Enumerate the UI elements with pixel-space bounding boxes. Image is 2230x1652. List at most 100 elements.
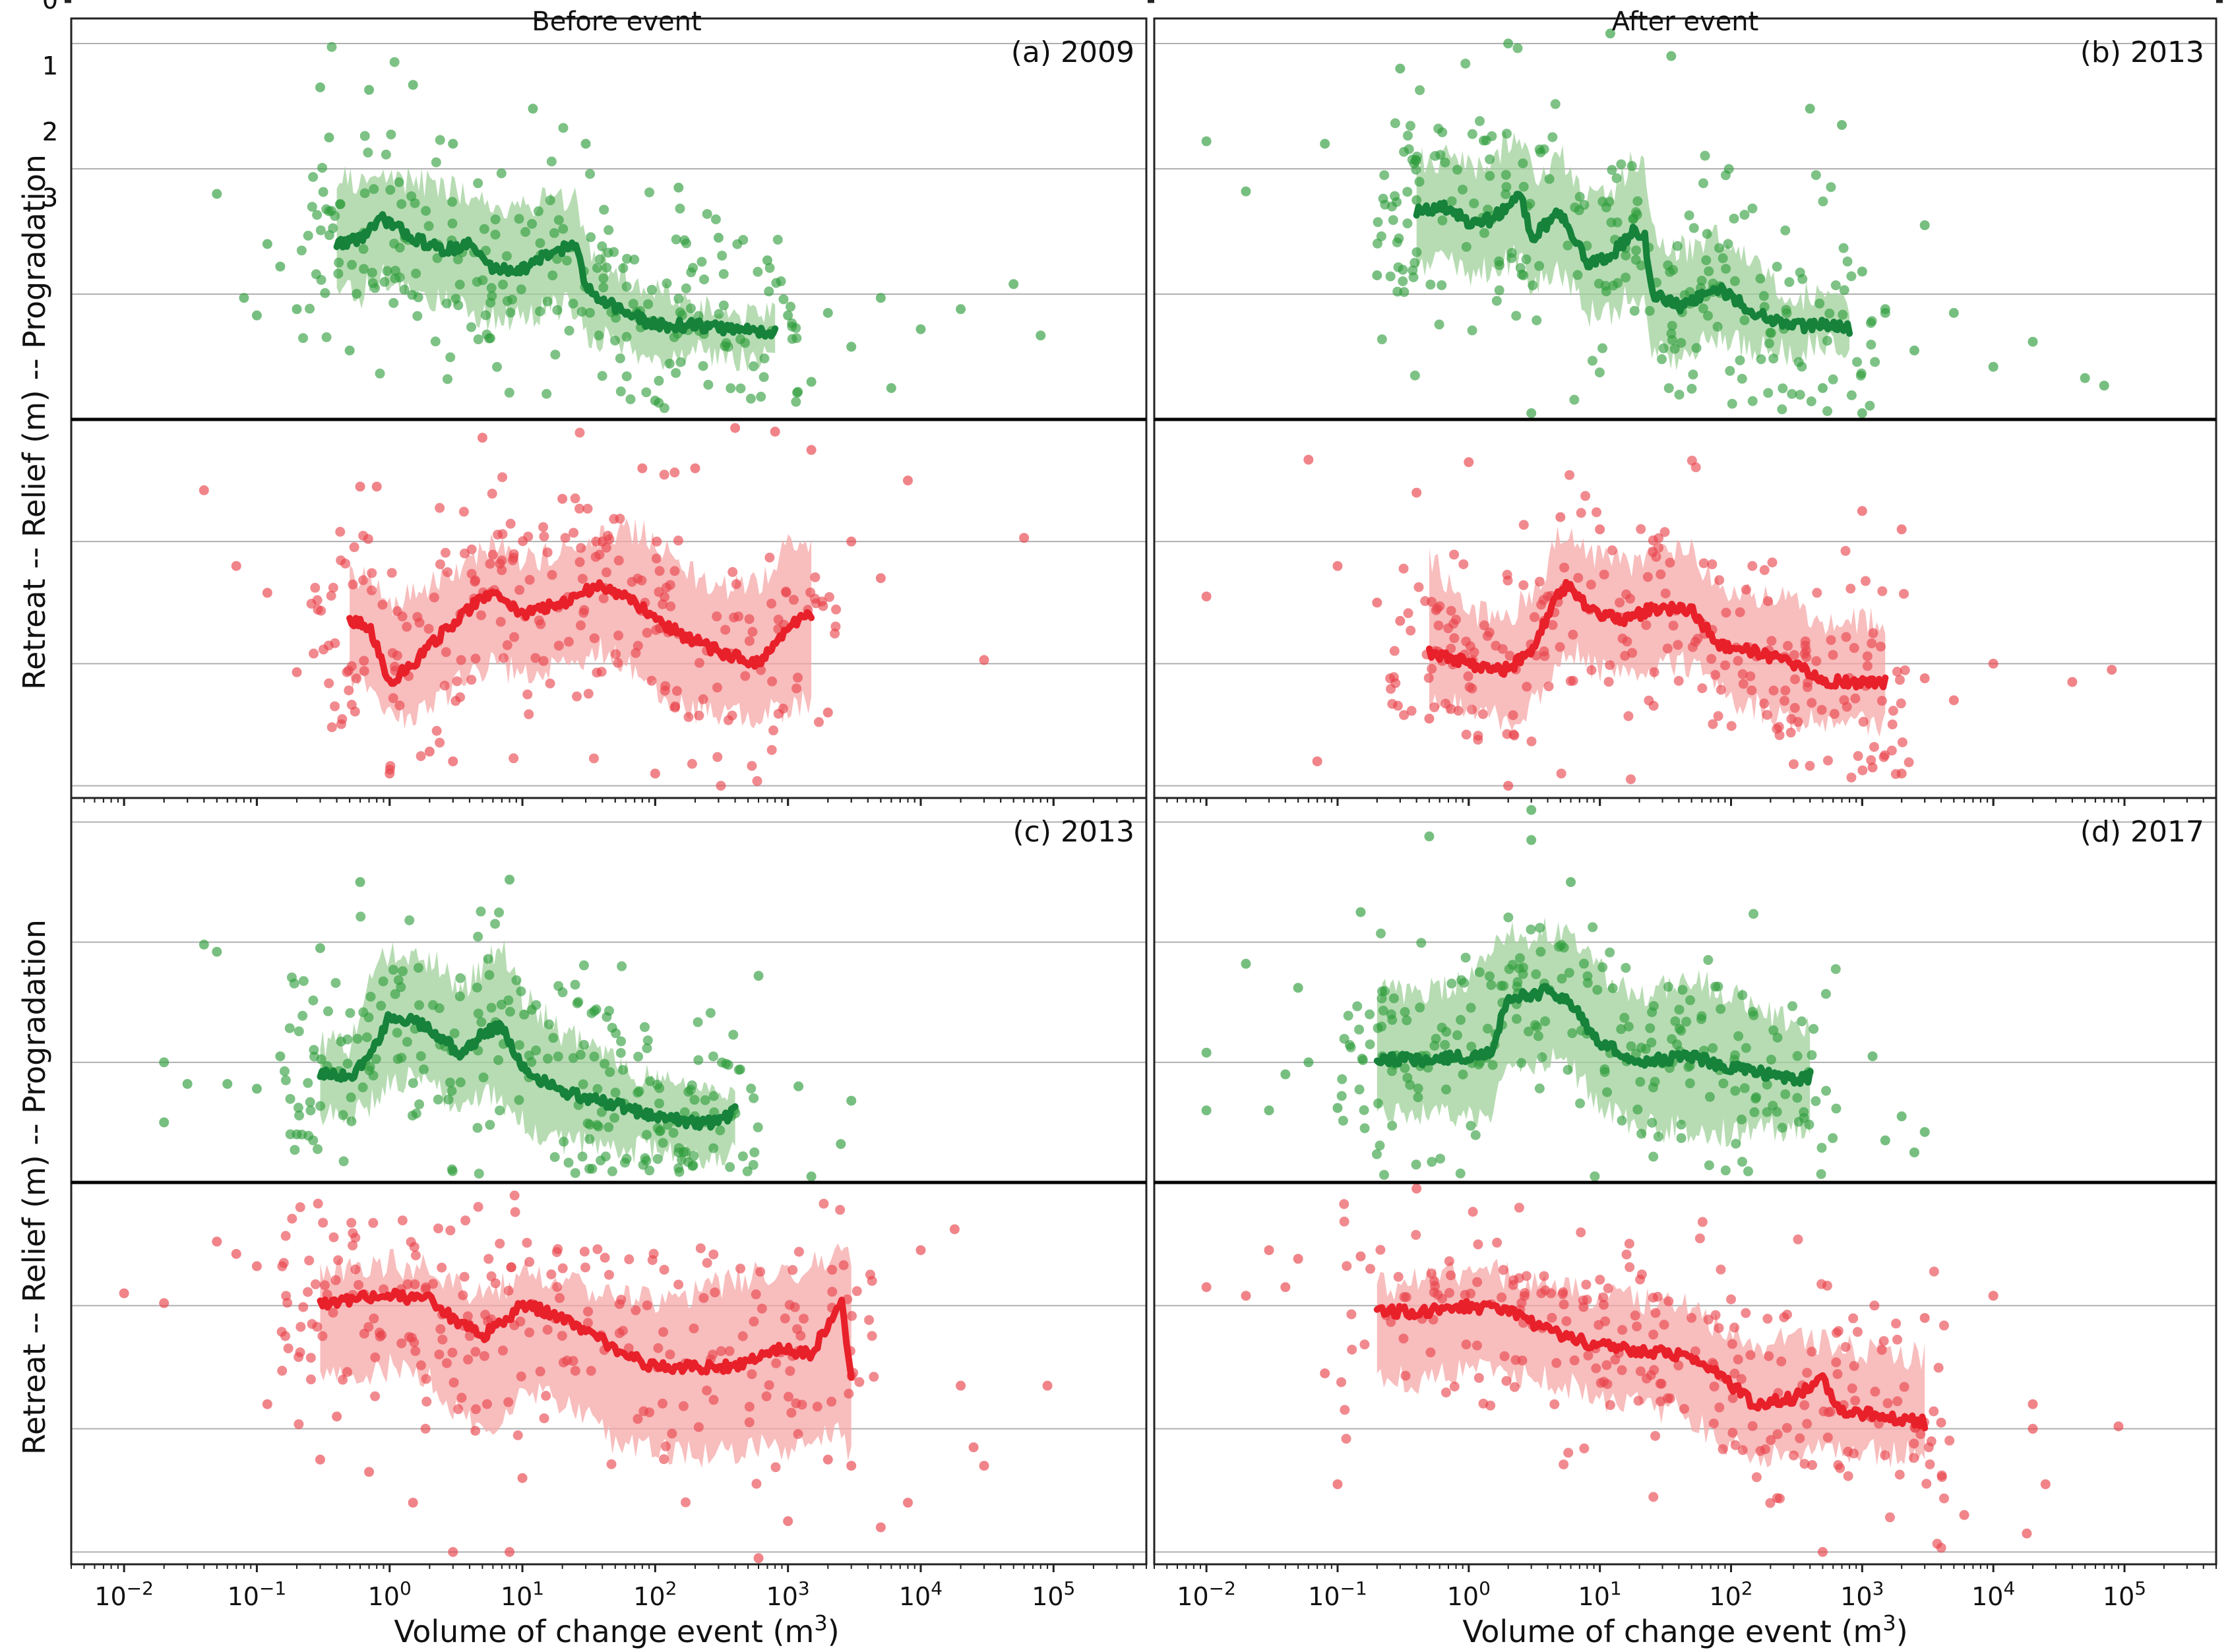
prograde-point	[688, 262, 698, 273]
retreat-point	[524, 1328, 535, 1338]
y-tick-label: 2	[42, 117, 58, 146]
prograde-point	[279, 1066, 290, 1076]
prograde-point	[1685, 1078, 1695, 1089]
retreat-point	[647, 1255, 658, 1266]
prograde-point	[1446, 978, 1457, 989]
retreat-point	[2040, 1479, 2051, 1490]
prograde-point	[376, 1000, 387, 1011]
retreat-point	[799, 1314, 809, 1324]
retreat-point	[553, 640, 564, 651]
prograde-point	[552, 305, 563, 315]
retreat-point	[1697, 1217, 1708, 1227]
retreat-point	[452, 676, 462, 687]
prograde-point	[527, 218, 538, 229]
retreat-point	[694, 658, 704, 668]
retreat-point	[443, 567, 453, 578]
retreat-point	[1563, 1448, 1574, 1458]
retreat-point	[1644, 695, 1654, 706]
retreat-point	[448, 756, 458, 766]
prograde-point	[316, 274, 326, 285]
retreat-point	[1706, 654, 1717, 664]
retreat-point	[409, 1337, 419, 1348]
retreat-point	[659, 1454, 669, 1465]
prograde-point	[454, 280, 465, 290]
retreat-point	[1398, 1333, 1409, 1344]
prograde-point	[303, 230, 313, 241]
prograde-point	[182, 1079, 193, 1089]
prograde-point	[589, 1006, 600, 1016]
prograde-point	[1809, 1024, 1819, 1034]
retreat-point	[1818, 1406, 1829, 1417]
x-tick-label: 105	[2103, 1577, 2146, 1611]
prograde-point	[1416, 938, 1427, 948]
retreat-point	[747, 627, 758, 637]
retreat-point	[294, 1352, 304, 1362]
prograde-point	[1425, 280, 1436, 290]
prograde-point	[531, 1000, 542, 1010]
retreat-point	[1433, 620, 1444, 630]
x-tick-label-base: 10	[1971, 1582, 2003, 1611]
retreat-point	[579, 605, 590, 615]
prograde-point	[1357, 1053, 1367, 1064]
retreat-point	[538, 656, 549, 666]
retreat-point	[1444, 1256, 1454, 1266]
prograde-point	[367, 278, 378, 288]
retreat-point	[1469, 647, 1479, 658]
retreat-point	[1534, 576, 1545, 587]
prograde-point	[1337, 1074, 1347, 1084]
x-tick-label: 10−1	[228, 1577, 287, 1611]
prograde-point	[392, 1027, 402, 1038]
retreat-point	[1444, 1287, 1454, 1298]
prograde-point	[1478, 135, 1489, 146]
retreat-point	[1605, 659, 1615, 670]
retreat-point	[294, 1419, 304, 1430]
prograde-point	[1405, 121, 1415, 131]
prograde-point	[1763, 388, 1774, 398]
prograde-point	[1650, 1076, 1660, 1087]
prograde-point	[1532, 1022, 1542, 1032]
prograde-point	[476, 1017, 487, 1027]
prograde-point	[643, 299, 654, 309]
retreat-point	[1479, 620, 1489, 630]
prograde-point	[501, 251, 512, 261]
retreat-point	[364, 1467, 375, 1477]
retreat-point	[781, 586, 791, 597]
prograde-point	[1691, 343, 1702, 353]
prograde-point	[1411, 247, 1422, 257]
prograde-point	[1668, 264, 1679, 275]
prograde-point	[1540, 1016, 1551, 1027]
retreat-point	[310, 582, 321, 593]
prograde-point	[1473, 1059, 1484, 1070]
retreat-point	[793, 673, 803, 683]
retreat-point	[1828, 650, 1838, 660]
prograde-point	[398, 966, 408, 977]
prograde-point	[1737, 373, 1747, 384]
prograde-point	[564, 325, 574, 336]
prograde-point	[315, 82, 325, 92]
retreat-point	[673, 1279, 684, 1290]
retreat-point	[731, 579, 741, 590]
retreat-point	[558, 1357, 569, 1368]
retreat-point	[416, 751, 426, 762]
prograde-point	[622, 253, 633, 264]
retreat-point	[1529, 612, 1539, 623]
prograde-point	[1657, 354, 1667, 365]
prograde-point	[1780, 225, 1791, 235]
prograde-point	[1666, 51, 1677, 61]
prograde-point	[1822, 406, 1833, 416]
retreat-point	[1721, 607, 1731, 618]
prograde-point	[1494, 285, 1504, 295]
retreat-point	[487, 489, 497, 499]
prograde-point	[239, 293, 249, 303]
retreat-point	[712, 752, 723, 762]
prograde-point	[1375, 1140, 1385, 1151]
prograde-point	[212, 189, 222, 199]
retreat-point	[1340, 1405, 1350, 1415]
retreat-point	[476, 610, 486, 621]
retreat-point	[659, 1264, 669, 1275]
retreat-point	[1938, 1320, 1949, 1331]
retreat-point	[875, 573, 886, 584]
retreat-point	[421, 1282, 431, 1293]
prograde-point	[472, 1122, 483, 1133]
